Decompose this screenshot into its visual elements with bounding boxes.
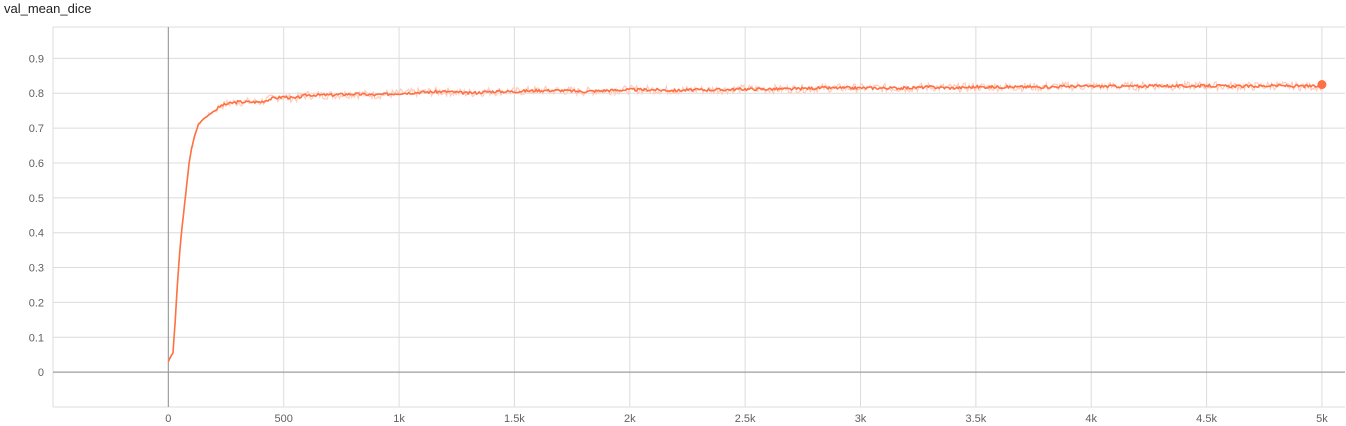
x-tick-label: 0 <box>165 413 171 425</box>
y-tick-label: 0.7 <box>29 123 44 135</box>
chart-title: val_mean_dice <box>4 1 92 16</box>
x-tick-label: 3k <box>855 413 867 425</box>
series-line <box>167 83 1323 363</box>
last-point-marker <box>1317 80 1327 90</box>
y-tick-label: 0.1 <box>29 332 44 344</box>
tick-labels: 0 0.1 0.2 0.3 0.4 0.5 0.6 0.7 0.8 0.9 0 500 1k 1.5k 2k… <box>29 53 1329 425</box>
y-tick-label: 0 <box>38 367 44 379</box>
x-tick-label: 5k <box>1316 413 1328 425</box>
x-tick-label: 4k <box>1085 413 1097 425</box>
y-tick-label: 0.6 <box>29 158 44 170</box>
y-tick-label: 0.3 <box>29 263 44 275</box>
y-tick-label: 0.5 <box>29 193 44 205</box>
x-tick-label: 4.5k <box>1196 413 1217 425</box>
y-tick-label: 0.2 <box>29 297 44 309</box>
axis-layer <box>53 27 1345 407</box>
y-tick-label: 0.4 <box>29 228 44 240</box>
series-layer <box>167 79 1327 363</box>
grid-layer <box>52 26 1345 408</box>
x-tick-label: 3.5k <box>965 413 986 425</box>
x-tick-label: 1k <box>393 413 405 425</box>
x-tick-label: 2.5k <box>735 413 756 425</box>
y-tick-label: 0.9 <box>29 53 44 65</box>
x-tick-label: 500 <box>275 413 293 425</box>
y-tick-label: 0.8 <box>29 88 44 100</box>
x-tick-label: 1.5k <box>504 413 525 425</box>
x-tick-label: 2k <box>624 413 636 425</box>
